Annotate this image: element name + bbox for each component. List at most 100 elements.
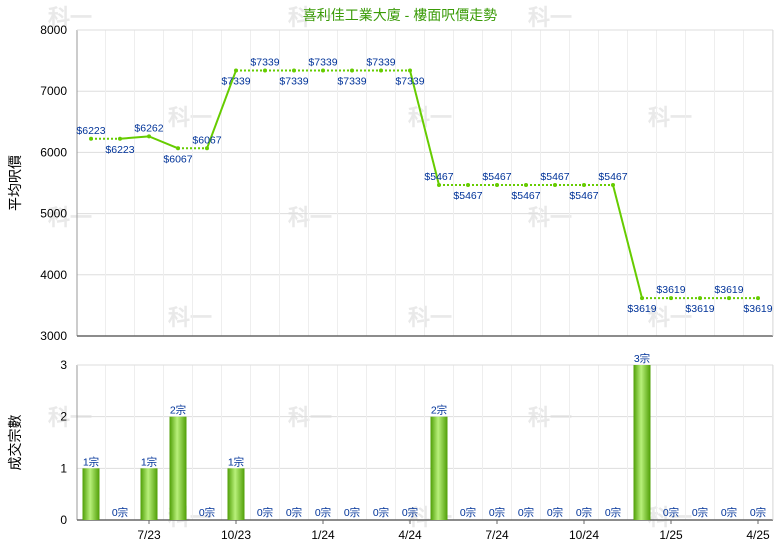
volume-bar (227, 468, 245, 520)
x-tick-label: 10/24 (569, 528, 599, 542)
price-point (321, 68, 325, 73)
price-point (234, 68, 238, 73)
price-data-label: $7339 (308, 56, 337, 68)
price-data-label: $5467 (482, 171, 511, 183)
price-point (611, 183, 615, 188)
volume-data-label: 1宗 (228, 455, 244, 468)
volume-data-label: 0宗 (373, 506, 389, 519)
volume-data-label: 0宗 (750, 506, 766, 519)
price-point (147, 134, 151, 139)
volume-data-label: 0宗 (547, 506, 563, 519)
price-data-label: $6262 (134, 122, 163, 134)
price-point (176, 146, 180, 151)
watermark-text: 科一 (528, 5, 572, 30)
volume-data-label: 1宗 (141, 455, 157, 468)
watermark-text: 科一 (48, 405, 92, 430)
volume-data-label: 0宗 (605, 506, 621, 519)
volume-bar (82, 468, 100, 520)
price-data-label: $5467 (569, 190, 598, 202)
x-tick-label: 10/23 (221, 528, 251, 542)
volume-bar (633, 365, 651, 520)
volume-bar (430, 416, 448, 520)
price-data-label: $5467 (598, 171, 627, 183)
price-data-label: $6223 (105, 144, 134, 156)
chart-title: 喜利佳工業大廈 - 樓面呎價走勢 (303, 7, 497, 23)
price-point (408, 68, 412, 73)
price-data-label: $5467 (540, 171, 569, 183)
y-tick-label: 3000 (40, 329, 67, 343)
watermark-text: 科一 (528, 405, 572, 430)
watermark-text: 科一 (408, 305, 452, 330)
y-tick-label: 2 (60, 410, 67, 424)
volume-data-label: 1宗 (83, 455, 99, 468)
watermark-text: 科一 (528, 205, 572, 230)
x-tick-label: 4/25 (746, 528, 770, 542)
price-point (669, 296, 673, 301)
volume-data-label: 0宗 (576, 506, 592, 519)
price-data-label: $7339 (279, 75, 308, 87)
price-data-label: $3619 (627, 303, 656, 315)
volume-data-label: 0宗 (257, 506, 273, 519)
price-data-label: $5467 (453, 190, 482, 202)
watermark-text: 科一 (648, 505, 692, 530)
price-line-segment (148, 135, 179, 150)
watermark-text: 科一 (648, 305, 692, 330)
y-axis-title: 成交宗數 (7, 415, 23, 471)
watermark-text: 科一 (48, 5, 92, 30)
price-data-label: $3619 (743, 303, 772, 315)
volume-data-label: 0宗 (286, 506, 302, 519)
price-point (756, 296, 760, 301)
price-data-label: $7339 (366, 56, 395, 68)
volume-bar (169, 416, 187, 520)
price-point (263, 68, 267, 73)
price-data-label: $3619 (714, 284, 743, 296)
price-point (205, 146, 209, 151)
volume-data-label: 0宗 (692, 506, 708, 519)
y-tick-label: 3 (60, 358, 67, 372)
y-tick-label: 0 (60, 513, 67, 527)
volume-data-label: 0宗 (721, 506, 737, 519)
x-tick-label: 1/25 (659, 528, 683, 542)
volume-data-label: 0宗 (199, 506, 215, 519)
price-data-label: $5467 (511, 190, 540, 202)
price-data-label: $3619 (685, 303, 714, 315)
watermark-text: 科一 (408, 105, 452, 130)
price-data-label: $7339 (337, 75, 366, 87)
volume-data-label: 0宗 (663, 506, 679, 519)
watermark-text: 科一 (48, 205, 92, 230)
watermark-text: 科一 (288, 405, 332, 430)
y-tick-label: 6000 (40, 145, 67, 159)
price-data-label: $3619 (656, 284, 685, 296)
price-point (727, 296, 731, 301)
volume-data-label: 0宗 (402, 506, 418, 519)
price-data-label: $5467 (424, 171, 453, 183)
volume-data-label: 0宗 (460, 506, 476, 519)
price-point (524, 183, 528, 188)
watermark-text: 科一 (648, 105, 692, 130)
watermark-text: 科一 (168, 105, 212, 130)
volume-bar (140, 468, 158, 520)
watermark-text: 科一 (288, 5, 332, 30)
volume-data-label: 0宗 (112, 506, 128, 519)
price-line-segment (206, 70, 237, 149)
price-data-label: $6067 (163, 153, 192, 165)
price-point (89, 136, 93, 141)
y-tick-label: 7000 (40, 84, 67, 98)
volume-data-label: 0宗 (315, 506, 331, 519)
volume-data-label: 0宗 (489, 506, 505, 519)
price-point (379, 68, 383, 73)
x-tick-label: 1/24 (311, 528, 335, 542)
price-data-label: $7339 (250, 56, 279, 68)
y-tick-label: 1 (60, 461, 67, 475)
volume-data-label: 0宗 (344, 506, 360, 519)
price-data-label: $6067 (192, 134, 221, 146)
volume-panel: 0 1 2 3 成交宗數 1宗 0宗 1宗 2宗 0宗 1宗 0宗 0宗 0宗 0宗 0宗 0宗 2宗 0宗 0宗 0宗… (7, 352, 774, 542)
price-point (640, 296, 644, 301)
watermark-text: 科一 (168, 305, 212, 330)
price-point (292, 68, 296, 73)
price-data-label: $7339 (221, 75, 250, 87)
volume-data-label: 2宗 (170, 404, 186, 417)
y-axis-title: 平均呎價 (7, 155, 23, 211)
